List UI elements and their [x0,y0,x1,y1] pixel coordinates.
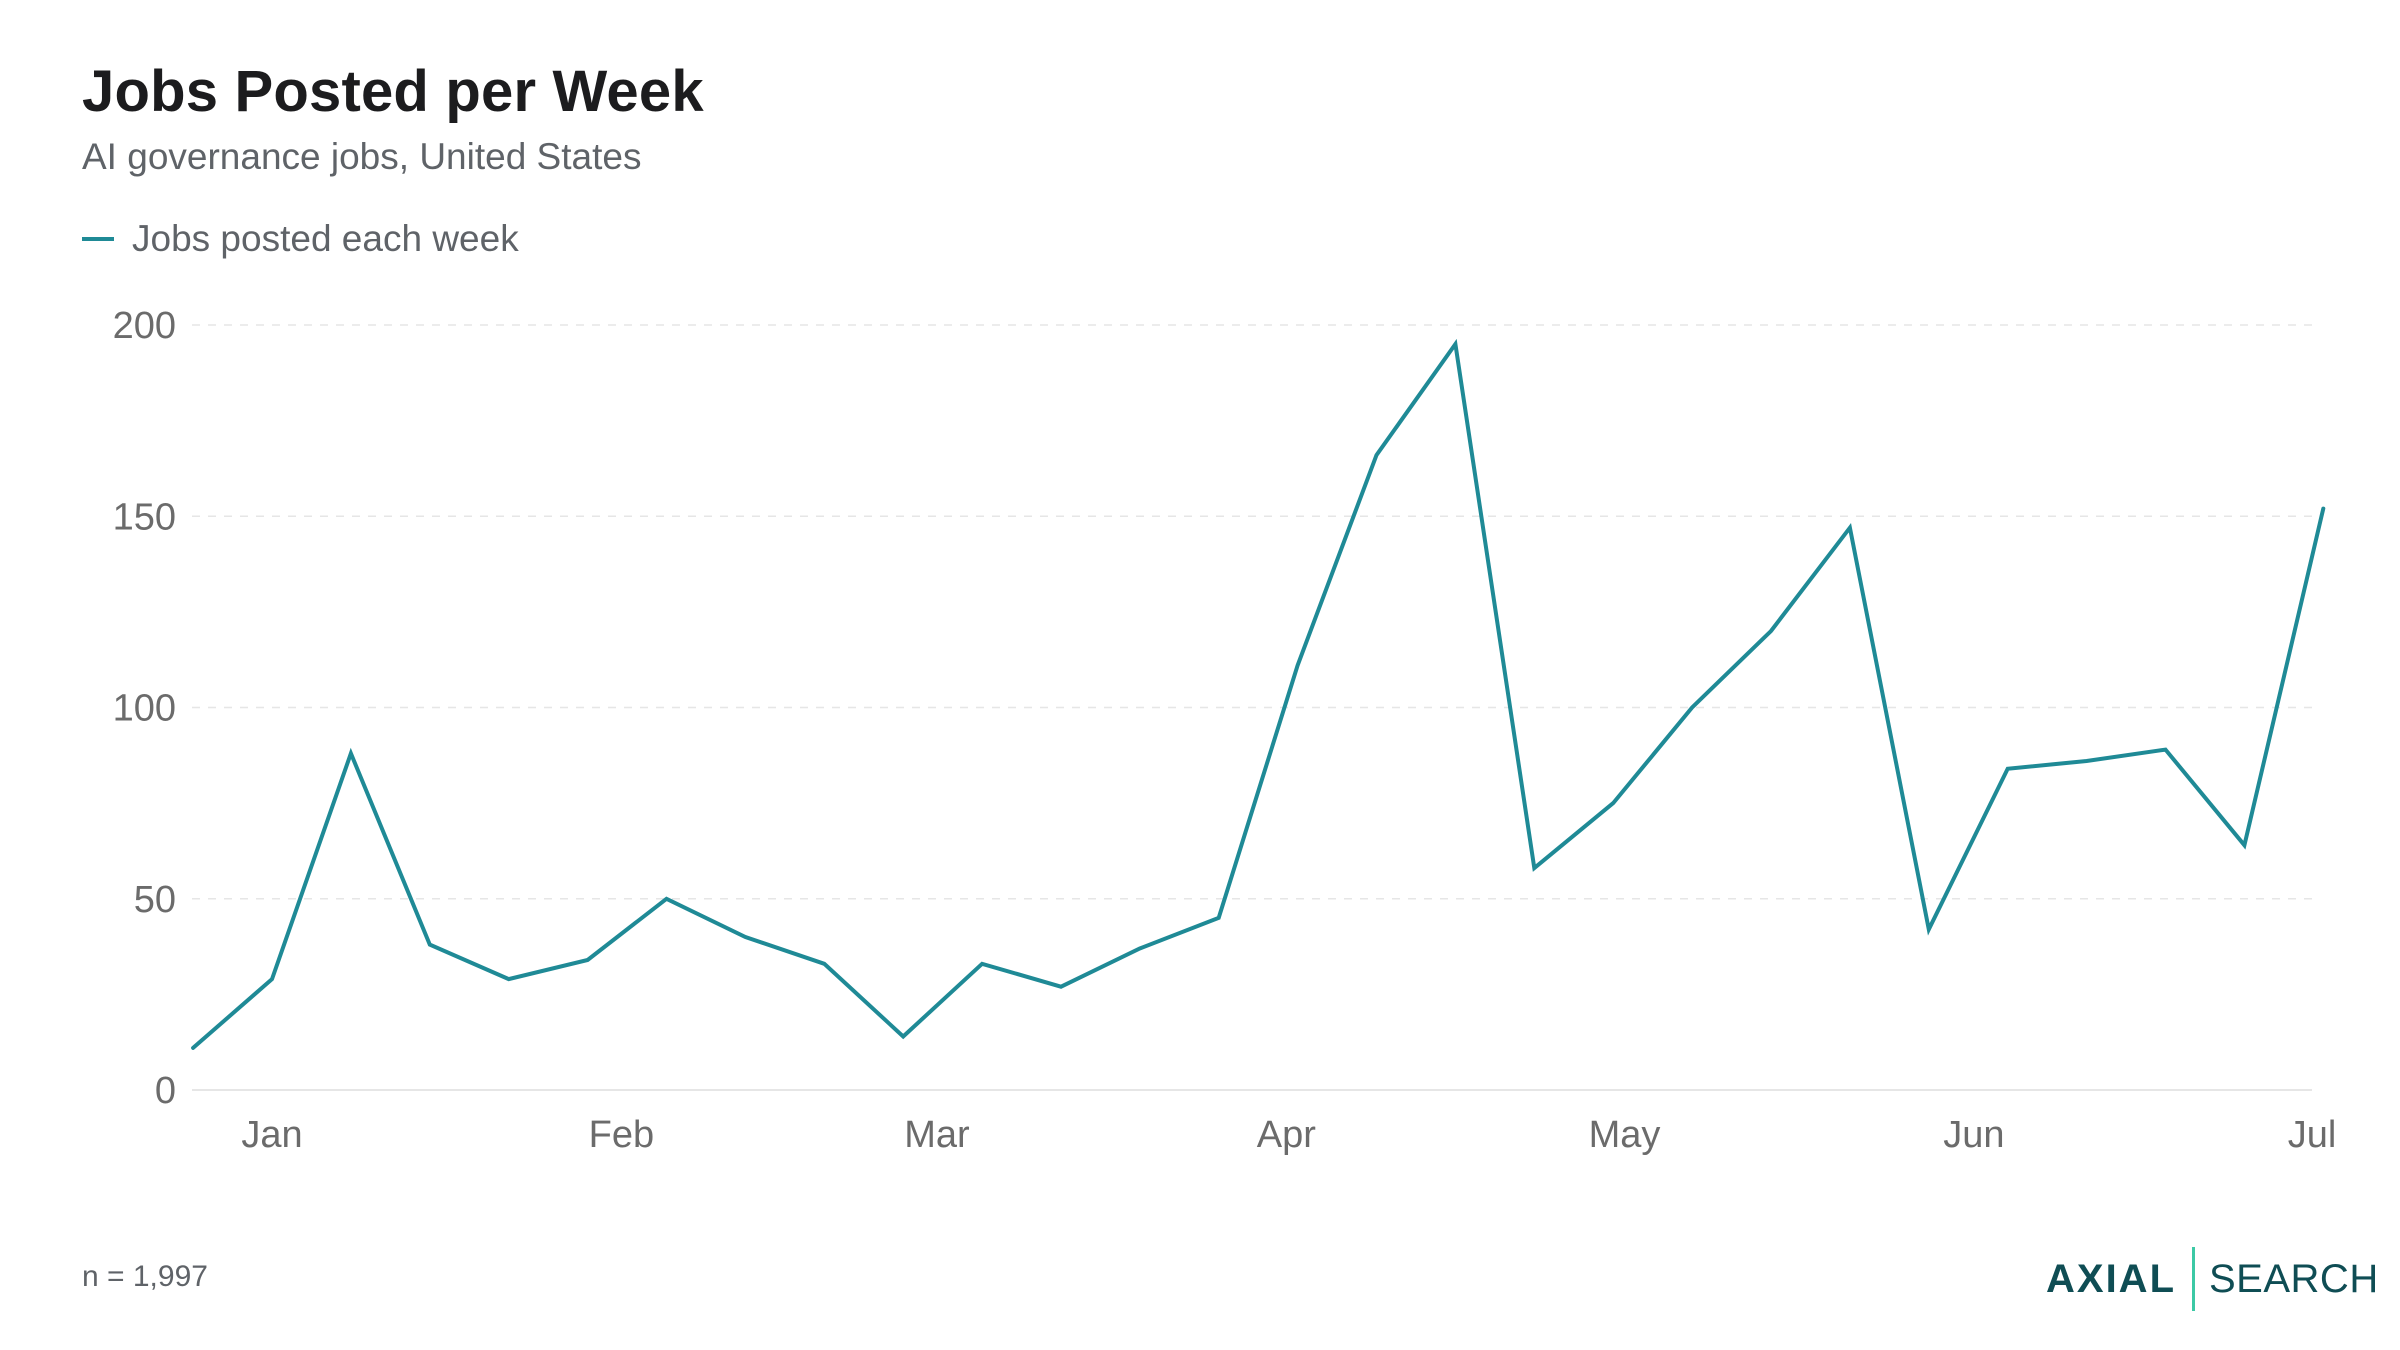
y-tick-label: 0 [155,1070,176,1112]
data-point [191,1046,195,1050]
data-point [1375,453,1379,457]
data-point [1611,801,1615,805]
chart-title: Jobs Posted per Week [82,59,704,124]
grid-lines [192,324,2312,1091]
x-tick-label: May [1589,1114,1661,1156]
chart-subtitle: AI governance jobs, United States [82,136,642,177]
data-point [980,962,984,966]
data-point [1769,629,1773,633]
y-tick-label: 150 [113,496,176,538]
x-tick-label: Apr [1257,1114,1316,1156]
data-point [743,935,747,939]
series-line [191,338,2326,1050]
brand-primary: AXIAL [2046,1256,2176,1301]
data-point [1848,526,1852,530]
data-point [428,943,432,947]
y-tick-label: 100 [113,688,176,730]
data-point [1532,866,1536,870]
data-point [270,977,274,981]
data-point [2242,843,2246,847]
data-point [1059,985,1063,989]
legend-swatch [82,237,114,241]
data-point [349,751,353,755]
data-point [664,897,668,901]
data-point [507,977,511,981]
data-point [1453,342,1457,346]
y-tick-label: 50 [134,879,176,921]
data-point [901,1034,905,1038]
legend-label: Jobs posted each week [132,218,519,259]
series-layer [191,338,2326,1050]
y-axis-ticks: 0 50 100 150 200 [113,305,176,1112]
x-tick-label: Mar [904,1114,970,1156]
data-point [586,958,590,962]
x-tick-label: Jan [241,1114,302,1156]
data-point [2321,507,2325,511]
data-point [822,962,826,966]
brand-logo: AXIAL SEARCH [2046,1244,2379,1314]
x-tick-label: Jun [1943,1114,2004,1156]
y-tick-label: 200 [113,305,176,347]
data-point [2163,748,2167,752]
data-point [1217,916,1221,920]
data-point [2006,767,2010,771]
x-axis-ticks: Jan Feb Mar Apr May Jun Jul [241,1114,2336,1156]
brand-divider [2192,1247,2195,1311]
data-point [2085,759,2089,763]
data-point [1296,663,1300,667]
legend: Jobs posted each week [82,218,519,260]
x-tick-label: Jul [2288,1114,2337,1156]
data-point [1138,946,1142,950]
brand-secondary: SEARCH [2209,1256,2379,1301]
data-point [1927,927,1931,931]
data-point [1690,706,1694,710]
x-tick-label: Feb [589,1114,654,1156]
sample-size-note: n = 1,997 [82,1260,208,1293]
